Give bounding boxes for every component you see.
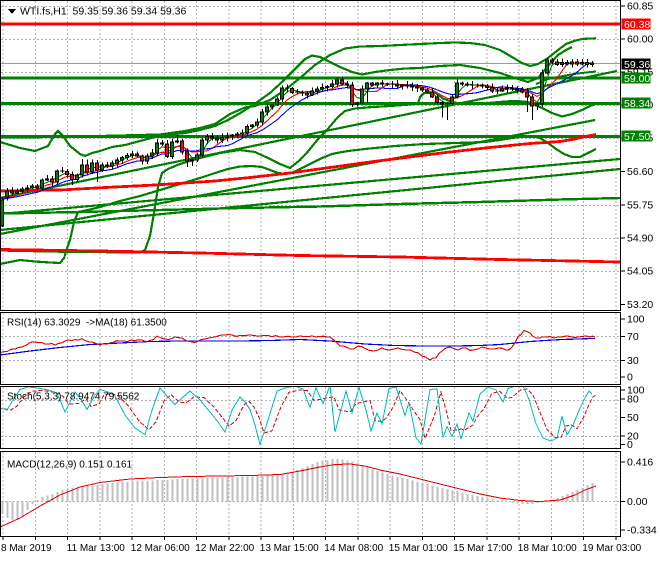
svg-text:50: 50 xyxy=(627,412,639,424)
svg-text:57.50: 57.50 xyxy=(624,131,650,143)
svg-text:53.20: 53.20 xyxy=(627,299,653,311)
svg-text:-0.334: -0.334 xyxy=(627,525,657,537)
svg-text:58.34: 58.34 xyxy=(624,98,650,110)
svg-text:RSI(14) 63.3029 ->MA(18) 61.3: RSI(14) 63.3029 ->MA(18) 61.3500 xyxy=(7,318,167,329)
svg-text:60.85: 60.85 xyxy=(627,1,653,13)
svg-text:100: 100 xyxy=(627,385,645,397)
svg-text:0: 0 xyxy=(627,439,633,451)
svg-text:80: 80 xyxy=(627,394,639,406)
svg-text:70: 70 xyxy=(627,331,639,343)
svg-text:14 Mar 08:00: 14 Mar 08:00 xyxy=(324,543,383,554)
svg-text:13 Mar 15:00: 13 Mar 15:00 xyxy=(260,543,319,554)
svg-text:0.00: 0.00 xyxy=(627,496,648,508)
svg-text:MACD(12,26,9) 0.151 0.161: MACD(12,26,9) 0.151 0.161 xyxy=(7,460,133,471)
svg-text:54.90: 54.90 xyxy=(627,233,653,245)
svg-text:56.60: 56.60 xyxy=(627,166,653,178)
svg-text:30: 30 xyxy=(627,355,639,367)
svg-text:0.416: 0.416 xyxy=(627,457,653,469)
svg-text:8 Mar 2019: 8 Mar 2019 xyxy=(1,543,52,554)
svg-text:18 Mar 10:00: 18 Mar 10:00 xyxy=(518,543,577,554)
svg-text:59.00: 59.00 xyxy=(624,73,650,85)
svg-text:15 Mar 17:00: 15 Mar 17:00 xyxy=(453,543,512,554)
svg-text:Stoch(5,3,3) 78.9474 79.5562: Stoch(5,3,3) 78.9474 79.5562 xyxy=(7,392,140,403)
svg-text:59.36: 59.36 xyxy=(624,59,650,71)
svg-text:60.00: 60.00 xyxy=(627,34,653,46)
svg-text:55.75: 55.75 xyxy=(627,200,653,212)
svg-text:12 Mar 06:00: 12 Mar 06:00 xyxy=(131,543,190,554)
svg-text:11 Mar 13:00: 11 Mar 13:00 xyxy=(67,543,126,554)
svg-text:60.38: 60.38 xyxy=(624,19,650,31)
svg-text:100: 100 xyxy=(627,314,645,326)
svg-text:0: 0 xyxy=(627,372,633,384)
svg-text:15 Mar 01:00: 15 Mar 01:00 xyxy=(389,543,448,554)
svg-text:WTI.fs,H1 59.35 59.36 59.34 5: WTI.fs,H1 59.35 59.36 59.34 59.36 xyxy=(20,6,187,18)
svg-text:54.05: 54.05 xyxy=(627,266,653,278)
svg-text:20: 20 xyxy=(627,431,639,443)
svg-text:12 Mar 22:00: 12 Mar 22:00 xyxy=(195,543,254,554)
svg-text:19 Mar 03:00: 19 Mar 03:00 xyxy=(582,543,641,554)
